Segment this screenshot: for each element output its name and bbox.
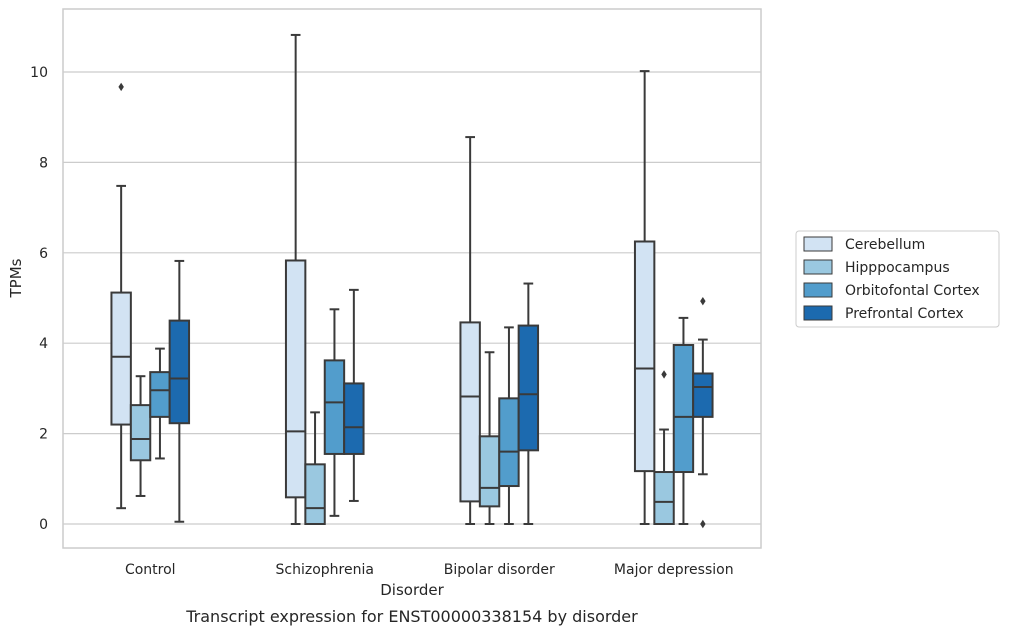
iqr-box (478, 435, 501, 508)
box-cerebellum-bipolar-disorder (459, 136, 481, 525)
legend-label-prefrontal-cortex: Prefrontal Cortex (845, 306, 964, 322)
legend-swatch-prefrontal-cortex (803, 305, 833, 321)
iqr-box (323, 359, 346, 455)
iqr-box (168, 319, 191, 425)
y-tick-label-2: 2 (39, 427, 48, 443)
box-hipppocampus-bipolar-disorder (478, 351, 501, 525)
iqr-box (284, 259, 307, 499)
legend-label-orbitofontal-cortex: Orbitofontal Cortex (845, 283, 980, 299)
outlier-point (661, 370, 667, 379)
legend-swatch-cerebellum (803, 236, 833, 252)
box-hipppocampus-schizophrenia (304, 411, 326, 525)
iqr-box (304, 463, 326, 525)
box-orbitofontal-cortex-major-depression (672, 316, 695, 525)
figure-caption: Transcript expression for ENST0000033815… (185, 607, 638, 626)
iqr-box (633, 240, 656, 473)
box-orbitofontal-cortex-bipolar-disorder (498, 326, 520, 525)
y-tick-label-0: 0 (39, 517, 48, 533)
outlier-point (700, 296, 706, 306)
iqr-box (498, 397, 520, 488)
y-tick-label-10: 10 (30, 65, 48, 81)
legend-swatch-orbitofontal-cortex (803, 282, 833, 298)
x-tick-label-control: Control (125, 562, 176, 578)
x-axis-label: Disorder (380, 581, 444, 599)
x-tick-label-major-depression: Major depression (614, 562, 734, 578)
iqr-box (110, 291, 132, 426)
y-tick-label-4: 4 (39, 336, 48, 352)
legend-label-cerebellum: Cerebellum (845, 237, 925, 253)
legend-swatch-hipppocampus (803, 259, 833, 275)
iqr-box (343, 382, 365, 455)
y-gridlines (63, 71, 761, 525)
y-axis-label: TPMs (7, 258, 25, 298)
legend: Cerebellum Hipppocampus Orbitofontal Corte… (795, 230, 1000, 328)
box-cerebellum-schizophrenia (284, 33, 307, 525)
box-groups (110, 33, 714, 529)
box-prefrontal-cortex-major-depression (692, 296, 714, 529)
box-hipppocampus-major-depression (653, 370, 675, 525)
plot-area-frame (62, 8, 762, 549)
iqr-box (672, 344, 695, 474)
box-hipppocampus-control (129, 375, 152, 497)
legend-label-hipppocampus: Hipppocampus (845, 260, 950, 276)
iqr-box (653, 471, 675, 525)
iqr-box (149, 371, 171, 418)
y-tick-label-8: 8 (39, 155, 48, 171)
y-tick-label-6: 6 (39, 246, 48, 262)
y-axis-ticks: 0 2 4 6 8 10 (30, 65, 48, 533)
box-orbitofontal-cortex-control (149, 347, 171, 460)
outlier-point (118, 82, 124, 92)
iqr-box (692, 372, 714, 418)
box-prefrontal-cortex-schizophrenia (343, 288, 365, 502)
iqr-box (129, 404, 152, 462)
x-tick-label-bipolar-disorder: Bipolar disorder (444, 562, 555, 578)
box-cerebellum-control (110, 82, 132, 510)
legend-frame (795, 230, 1000, 328)
box-cerebellum-major-depression (633, 70, 656, 525)
iqr-box (459, 321, 481, 503)
iqr-box (517, 324, 540, 452)
outlier-point (700, 519, 706, 529)
x-tick-label-schizophrenia: Schizophrenia (276, 562, 374, 578)
box-orbitofontal-cortex-schizophrenia (323, 308, 346, 517)
box-prefrontal-cortex-control (168, 259, 191, 523)
x-axis-ticks: Control Schizophrenia Bipolar disorder Majo… (125, 562, 734, 578)
box-prefrontal-cortex-bipolar-disorder (517, 282, 540, 525)
